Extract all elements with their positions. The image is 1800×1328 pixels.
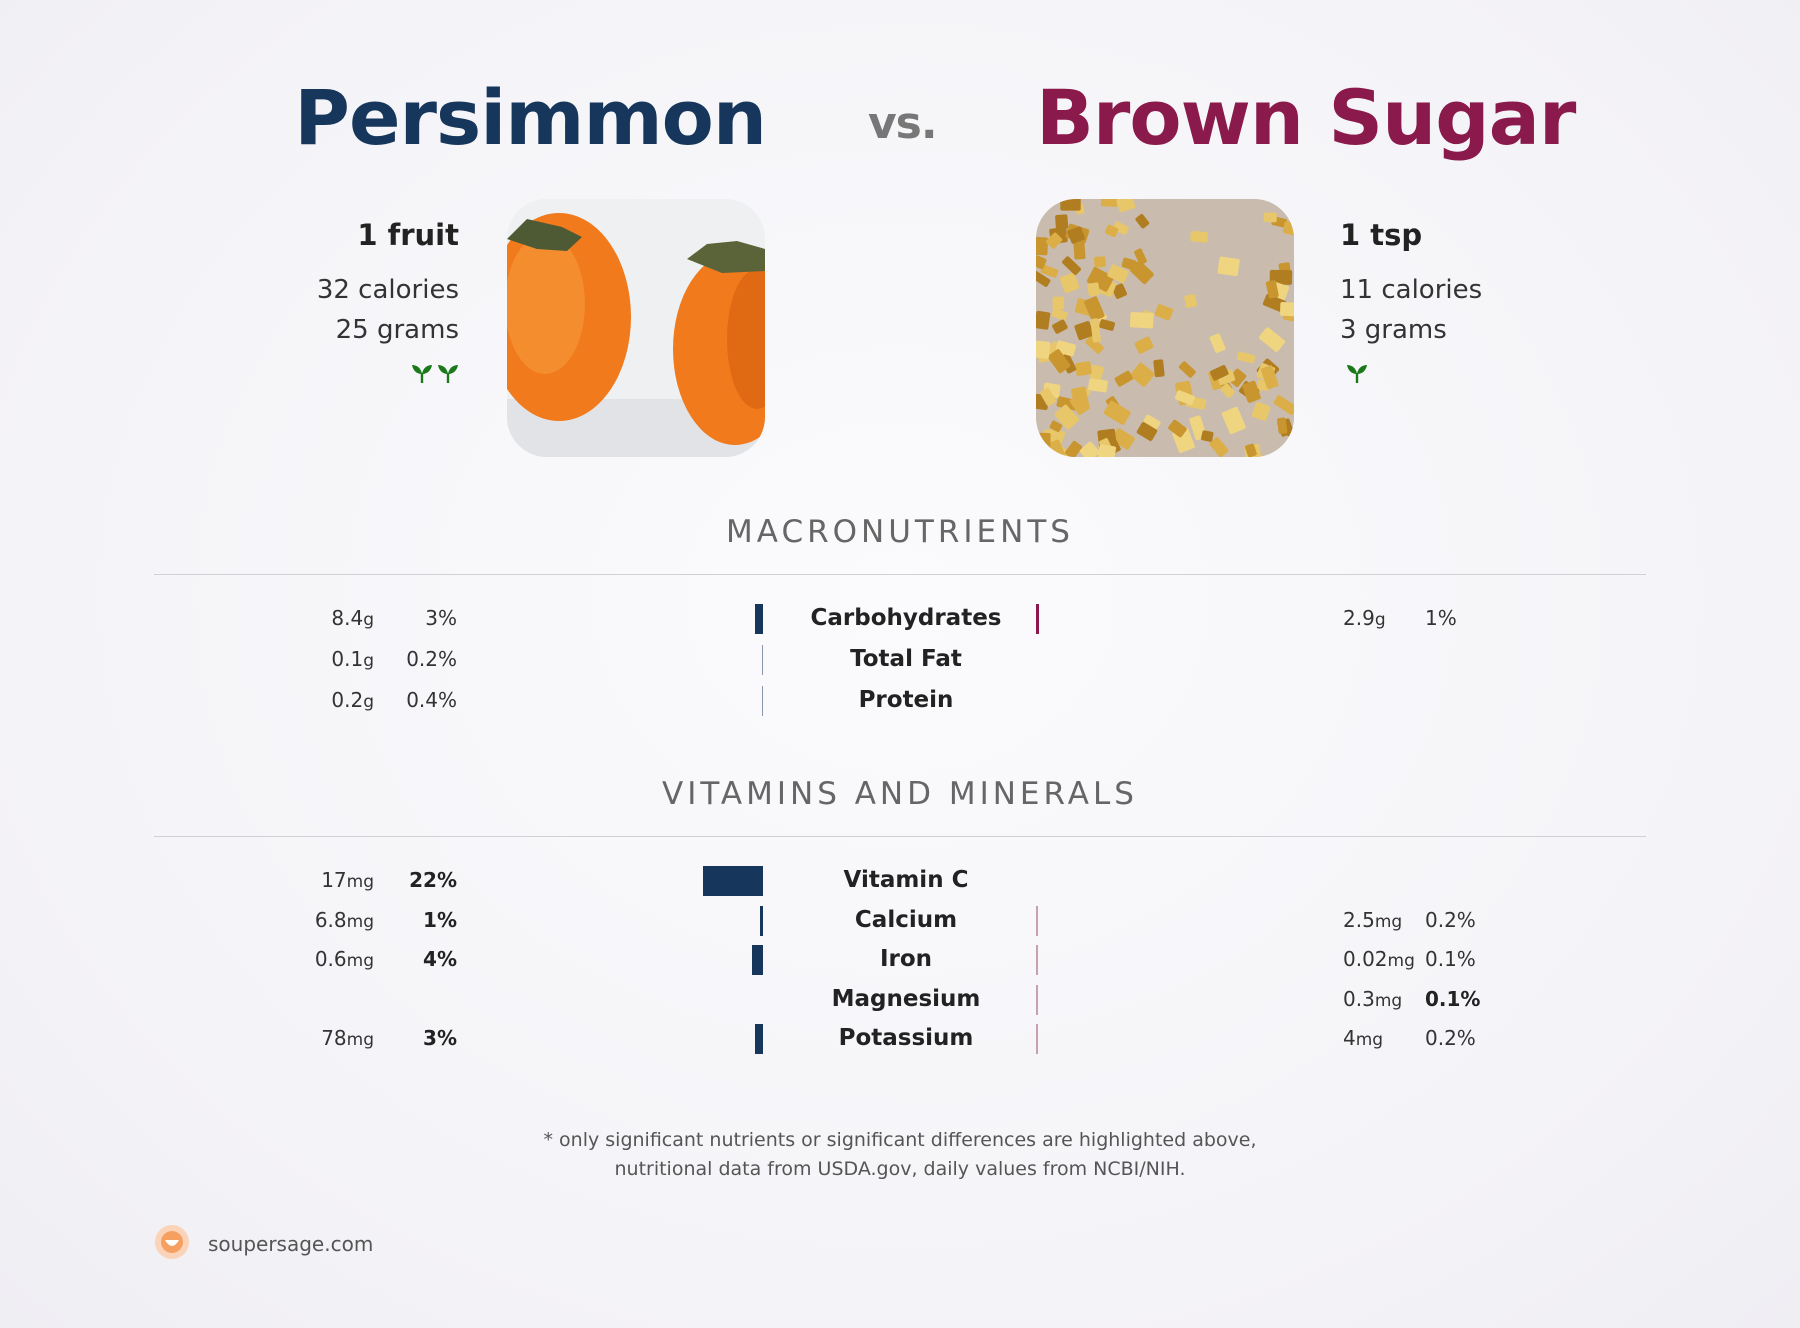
left-daily-value: 3%: [423, 1026, 457, 1050]
left-sprout-rating: [411, 362, 459, 384]
right-daily-value: 0.2%: [1425, 907, 1476, 932]
nutrient-name: Magnesium: [831, 985, 981, 1012]
right-bar: [1036, 905, 1038, 936]
macronutrients-divider: [154, 574, 1646, 575]
nutrient-name: Protein: [858, 687, 954, 713]
left-bar: [754, 604, 763, 634]
brand-site-link[interactable]: soupersage.com: [208, 1232, 374, 1256]
right-amount: 4mg: [1343, 1026, 1384, 1050]
nutrient-row: Protein 0.2g 0.4%: [0, 680, 1800, 720]
nutrient-row: Iron 0.6mg 4% 0.02mg 0.1%: [0, 939, 1800, 979]
right-bar: [1036, 1024, 1038, 1054]
brand-logo[interactable]: soupersage.com: [154, 1224, 373, 1264]
left-amount: 0.1g: [331, 647, 374, 671]
nutrient-name: Calcium: [854, 906, 958, 933]
left-daily-value: 0.4%: [406, 688, 457, 712]
nutrient-row: Carbohydrates 8.4g 3% 2.9g 1%: [0, 598, 1800, 638]
persimmon-photo: [507, 199, 765, 457]
nutrient-name: Potassium: [838, 1025, 974, 1051]
left-bar: [752, 945, 763, 975]
sprout-icon: [412, 365, 432, 383]
left-bar: [702, 866, 763, 896]
nutrient-name: Carbohydrates: [810, 605, 1002, 631]
vitamins-divider: [154, 836, 1646, 837]
left-amount: 8.4g: [331, 606, 374, 630]
right-serving-size: 1 tsp: [1340, 218, 1423, 252]
soupersage-logo-icon: [154, 1224, 190, 1264]
right-daily-value: 0.1%: [1425, 986, 1481, 1011]
footnote-line-2: nutritional data from USDA.gov, daily va…: [614, 1158, 1186, 1180]
sprout-icon: [1347, 365, 1367, 383]
footnote: * only significant nutrients or signific…: [0, 1126, 1800, 1184]
left-bar: [754, 1024, 763, 1054]
sprout-icon: [438, 365, 458, 383]
left-bar: [761, 645, 763, 675]
right-sprout-rating: [1346, 362, 1368, 384]
right-amount: 0.02mg: [1343, 947, 1415, 971]
nutrient-name: Total Fat: [850, 646, 962, 672]
nutrient-row: Vitamin C 17mg 22%: [0, 860, 1800, 900]
right-amount: 2.5mg: [1343, 907, 1403, 932]
left-serving-info: 1 fruit: [357, 218, 459, 252]
footnote-line-1: * only significant nutrients or signific…: [543, 1129, 1257, 1151]
right-food-title: Brown Sugar: [1036, 73, 1576, 162]
left-grams: 25 grams: [335, 315, 459, 345]
right-serving-info: 1 tsp: [1340, 218, 1422, 252]
nutrient-name: Vitamin C: [843, 867, 969, 893]
left-amount: 17mg: [321, 868, 374, 892]
macronutrients-heading: MACRONUTRIENTS: [726, 514, 1074, 550]
right-bar: [1036, 945, 1038, 975]
left-serving-size: 1 fruit: [357, 218, 459, 252]
left-daily-value: 3%: [425, 606, 457, 630]
left-bar: [761, 686, 763, 716]
right-bar: [1036, 604, 1039, 634]
left-daily-value: 1%: [423, 907, 457, 932]
vs-label: vs.: [868, 98, 938, 149]
right-calories: 11 calories: [1340, 275, 1483, 305]
right-amount: 2.9g: [1343, 606, 1386, 630]
left-nutrition-summary: 32 calories 25 grams: [317, 270, 459, 350]
right-amount: 0.3mg: [1343, 986, 1403, 1011]
right-daily-value: 1%: [1425, 606, 1457, 630]
nutrient-row: Magnesium 0.3mg 0.1%: [0, 979, 1800, 1019]
left-food-title: Persimmon: [294, 73, 767, 162]
left-amount: 0.2g: [331, 688, 374, 712]
nutrient-name: Iron: [879, 946, 933, 972]
left-calories: 32 calories: [316, 275, 459, 305]
right-bar: [1036, 984, 1038, 1015]
right-grams: 3 grams: [1340, 315, 1447, 345]
left-amount: 0.6mg: [314, 947, 374, 971]
brown-sugar-photo: [1036, 199, 1294, 457]
right-nutrition-summary: 11 calories 3 grams: [1340, 270, 1482, 350]
vitamins-heading: VITAMINS AND MINERALS: [662, 776, 1138, 812]
left-daily-value: 4%: [423, 947, 457, 971]
left-daily-value: 0.2%: [406, 647, 457, 671]
left-amount: 78mg: [321, 1026, 374, 1050]
left-bar: [760, 905, 763, 936]
nutrient-row: Total Fat 0.1g 0.2%: [0, 639, 1800, 679]
nutrient-row: Potassium 78mg 3% 4mg 0.2%: [0, 1018, 1800, 1058]
right-daily-value: 0.1%: [1425, 947, 1476, 971]
nutrient-row: Calcium 6.8mg 1% 2.5mg 0.2%: [0, 900, 1800, 940]
left-amount: 6.8mg: [314, 907, 374, 932]
right-daily-value: 0.2%: [1425, 1026, 1476, 1050]
left-daily-value: 22%: [409, 868, 457, 892]
